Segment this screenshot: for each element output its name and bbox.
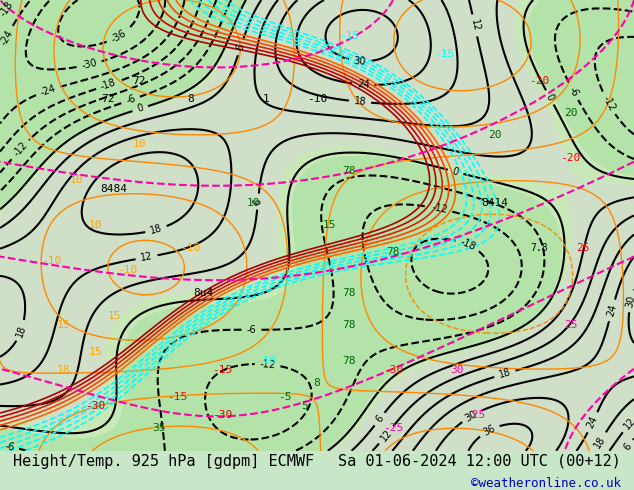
Text: 24: 24 bbox=[605, 303, 618, 318]
Text: 20: 20 bbox=[488, 130, 501, 140]
Text: 78: 78 bbox=[342, 166, 356, 176]
Text: -12: -12 bbox=[431, 202, 448, 215]
Text: 6: 6 bbox=[253, 198, 263, 205]
Text: 18: 18 bbox=[56, 365, 70, 375]
Text: 78: 78 bbox=[342, 288, 356, 298]
Text: ©weatheronline.co.uk: ©weatheronline.co.uk bbox=[471, 477, 621, 490]
Text: 18: 18 bbox=[498, 367, 512, 380]
Text: 78: 78 bbox=[386, 247, 400, 257]
Text: 8u4: 8u4 bbox=[193, 288, 213, 298]
Text: -25: -25 bbox=[465, 410, 486, 420]
Text: 6: 6 bbox=[622, 441, 634, 452]
Text: 6: 6 bbox=[373, 414, 385, 424]
Text: 25: 25 bbox=[564, 319, 578, 330]
Text: 7.8: 7.8 bbox=[530, 243, 548, 253]
Text: 30: 30 bbox=[450, 365, 463, 375]
Text: 78: 78 bbox=[342, 319, 356, 330]
Text: -30: -30 bbox=[81, 58, 98, 71]
Text: 15: 15 bbox=[56, 319, 70, 330]
Text: 30: 30 bbox=[463, 409, 479, 423]
Text: 18: 18 bbox=[353, 96, 366, 107]
Text: 12: 12 bbox=[469, 18, 481, 32]
Text: 0: 0 bbox=[544, 92, 555, 102]
Text: -10: -10 bbox=[117, 266, 137, 275]
Text: -6: -6 bbox=[567, 85, 580, 98]
Text: 24: 24 bbox=[585, 415, 600, 430]
Text: -6: -6 bbox=[247, 325, 257, 335]
Text: 25: 25 bbox=[576, 243, 590, 253]
Text: -36: -36 bbox=[109, 28, 127, 45]
Text: 10: 10 bbox=[133, 139, 146, 149]
Text: 5: 5 bbox=[301, 401, 307, 411]
Text: -24: -24 bbox=[0, 28, 15, 47]
Text: 10: 10 bbox=[69, 175, 83, 185]
Text: -12: -12 bbox=[600, 94, 617, 113]
Text: -20: -20 bbox=[529, 76, 549, 86]
Text: -15: -15 bbox=[167, 392, 188, 402]
Text: 12: 12 bbox=[622, 416, 634, 432]
Text: Sa 01-06-2024 12:00 UTC (00+12): Sa 01-06-2024 12:00 UTC (00+12) bbox=[339, 454, 621, 469]
Text: -15: -15 bbox=[434, 49, 454, 59]
Text: -10: -10 bbox=[41, 256, 61, 267]
Text: 8: 8 bbox=[314, 378, 320, 388]
Text: 15: 15 bbox=[88, 346, 102, 357]
Text: -6: -6 bbox=[124, 94, 137, 106]
Text: -10: -10 bbox=[256, 356, 276, 366]
Text: Height/Temp. 925 hPa [gdpm] ECMWF: Height/Temp. 925 hPa [gdpm] ECMWF bbox=[13, 454, 314, 469]
Text: 8484: 8484 bbox=[101, 184, 127, 195]
FancyBboxPatch shape bbox=[0, 0, 634, 451]
Text: 10: 10 bbox=[247, 198, 261, 208]
Text: -15: -15 bbox=[339, 31, 359, 41]
Text: -12: -12 bbox=[11, 140, 29, 159]
Text: -30: -30 bbox=[85, 401, 105, 411]
Text: 0: 0 bbox=[136, 103, 145, 114]
Text: -30: -30 bbox=[383, 365, 403, 375]
Text: 20: 20 bbox=[564, 108, 578, 118]
Text: 35: 35 bbox=[152, 423, 165, 433]
Text: -15: -15 bbox=[212, 365, 232, 375]
Text: 12: 12 bbox=[378, 427, 394, 443]
Text: -30: -30 bbox=[212, 410, 232, 420]
Text: 78: 78 bbox=[342, 356, 356, 366]
Text: 30: 30 bbox=[624, 294, 634, 308]
Text: 15: 15 bbox=[107, 311, 121, 320]
Text: -24: -24 bbox=[39, 83, 57, 98]
Text: 10: 10 bbox=[88, 220, 102, 230]
Text: 18: 18 bbox=[149, 223, 164, 236]
Text: -6: -6 bbox=[4, 441, 15, 453]
Text: 18: 18 bbox=[15, 323, 28, 338]
Text: 12: 12 bbox=[139, 251, 153, 263]
Text: -25: -25 bbox=[383, 423, 403, 433]
Text: 8: 8 bbox=[187, 94, 193, 104]
Text: 24: 24 bbox=[357, 79, 370, 90]
Text: -20: -20 bbox=[560, 153, 581, 163]
Text: 1: 1 bbox=[263, 94, 269, 104]
Text: -18: -18 bbox=[0, 0, 16, 19]
Text: 30: 30 bbox=[354, 56, 366, 67]
Text: 6: 6 bbox=[235, 43, 246, 52]
Text: -10: -10 bbox=[307, 94, 327, 104]
Text: 18: 18 bbox=[592, 434, 607, 450]
Text: 8414: 8414 bbox=[481, 198, 508, 208]
Text: -5: -5 bbox=[278, 392, 292, 402]
Text: 0: 0 bbox=[451, 166, 460, 177]
Text: 15: 15 bbox=[323, 220, 337, 230]
Text: -18: -18 bbox=[458, 237, 477, 252]
Text: 36: 36 bbox=[482, 423, 497, 438]
Text: -18: -18 bbox=[100, 77, 117, 92]
Text: 72: 72 bbox=[133, 76, 146, 86]
Text: 72: 72 bbox=[101, 94, 115, 104]
Text: -10: -10 bbox=[180, 243, 200, 253]
Text: -12: -12 bbox=[259, 359, 276, 370]
